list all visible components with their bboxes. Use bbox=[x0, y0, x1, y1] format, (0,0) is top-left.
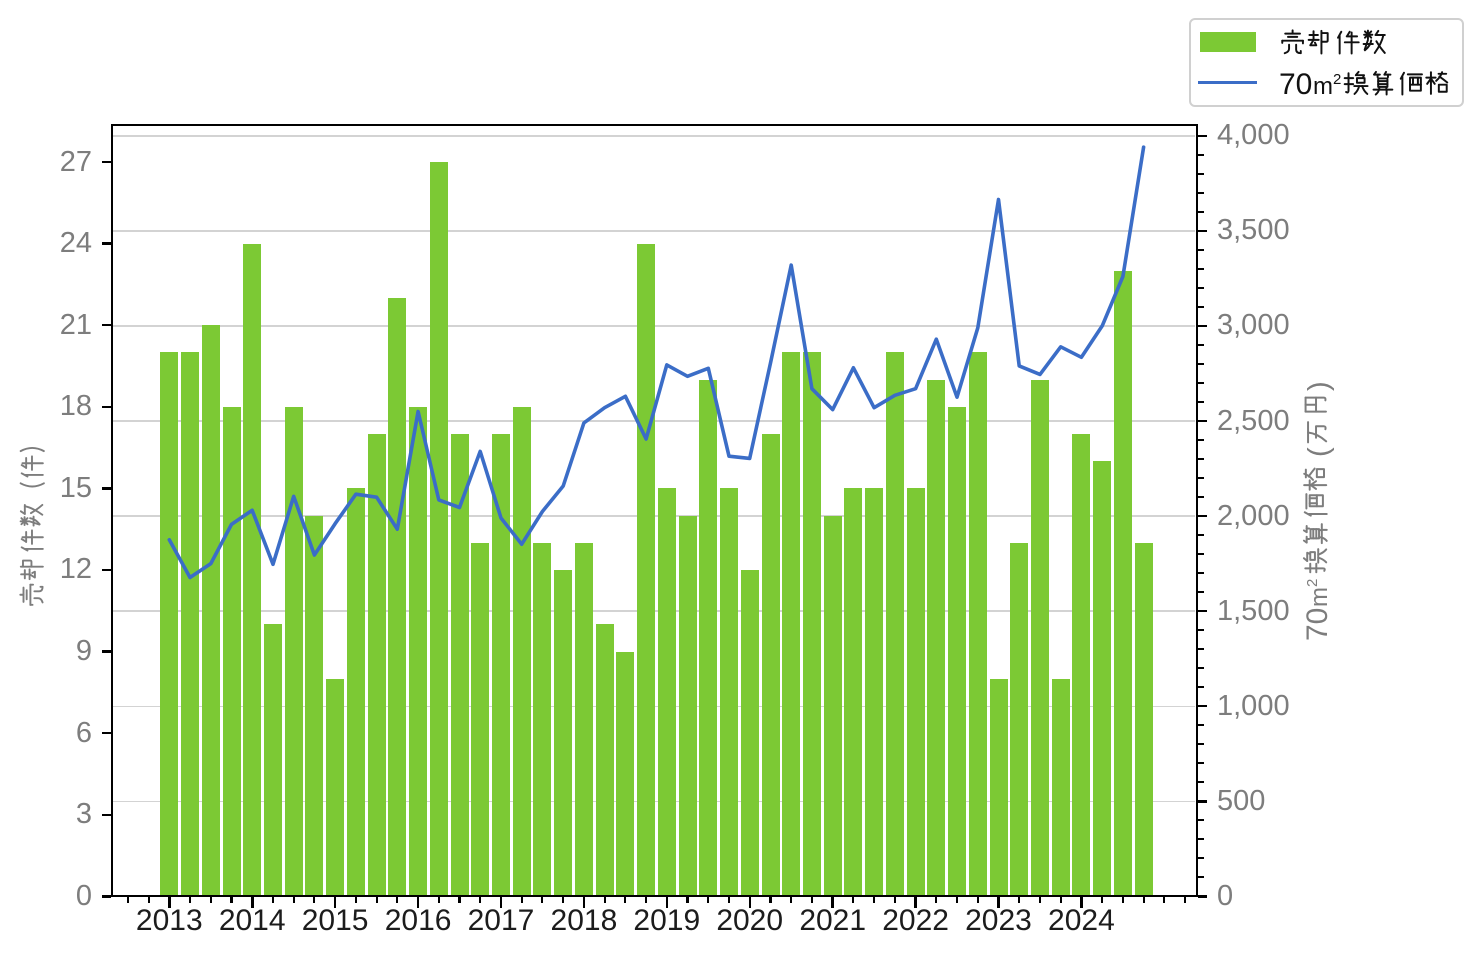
svg-text:70: 70 bbox=[1301, 608, 1334, 641]
svg-text:m: m bbox=[1313, 73, 1333, 99]
svg-text:2: 2 bbox=[1304, 579, 1321, 587]
svg-text:m: m bbox=[1306, 587, 1333, 607]
svg-text:70: 70 bbox=[1279, 69, 1312, 99]
svg-text:2: 2 bbox=[1333, 71, 1341, 88]
svg-text:): ) bbox=[1303, 381, 1335, 391]
svg-text:(: ( bbox=[1303, 447, 1335, 457]
